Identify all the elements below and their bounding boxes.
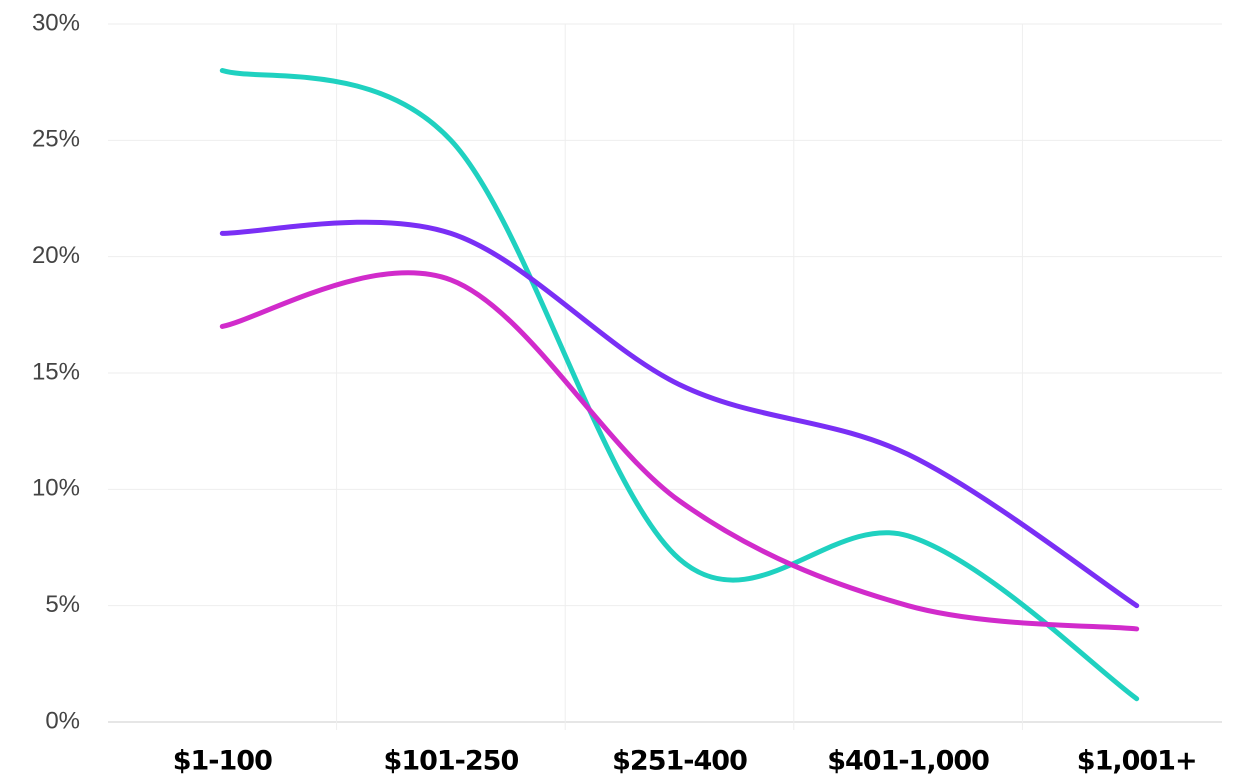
x-tick-label: $251-400 [612, 746, 747, 777]
y-tick-label: 10% [32, 475, 80, 502]
line-series [219, 219, 1140, 609]
line-series [219, 270, 1140, 632]
x-tick-label: $1-100 [173, 746, 272, 777]
y-tick-label: 25% [32, 126, 80, 153]
y-tick-label: 0% [45, 707, 80, 734]
y-tick-label: 30% [32, 9, 80, 36]
line-series [219, 68, 1140, 702]
y-tick-label: 5% [45, 591, 80, 618]
y-tick-label: 15% [32, 358, 80, 385]
x-tick-label: $401-1,000 [827, 746, 989, 777]
y-tick-label: 20% [32, 242, 80, 269]
x-tick-label: $1,001+ [1077, 746, 1197, 777]
x-tick-label: $101-250 [384, 746, 519, 777]
